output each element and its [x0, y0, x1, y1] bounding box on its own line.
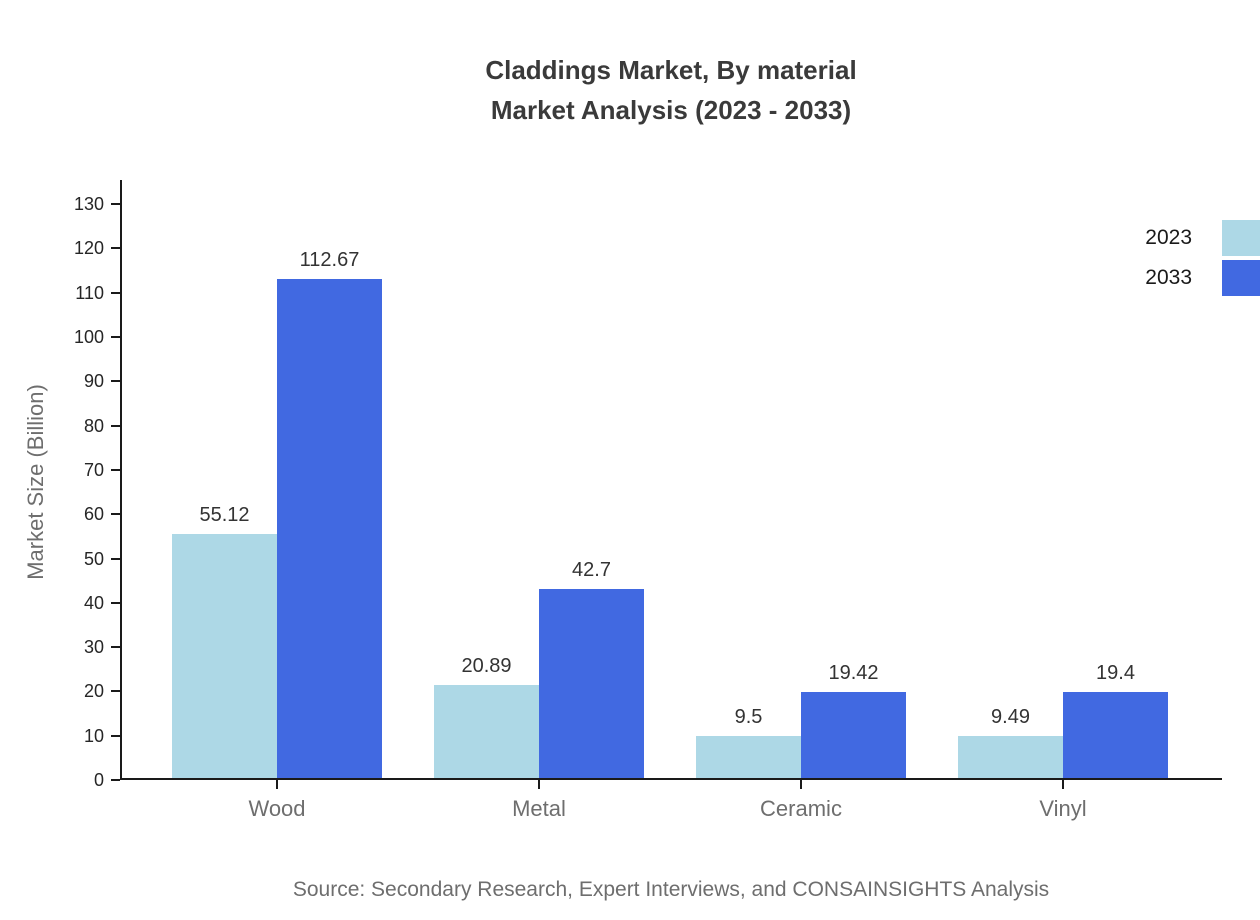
y-tick-label: 80	[83, 415, 104, 436]
bar-value-label: 19.42	[828, 662, 879, 684]
x-axis-category-label: Ceramic	[760, 796, 842, 821]
legend-swatch	[1222, 220, 1260, 256]
y-tick-label: 120	[73, 238, 104, 259]
y-axis-line	[120, 180, 122, 780]
y-tick-mark	[111, 203, 120, 206]
y-tick-label: 100	[73, 327, 104, 347]
bar-value-label: 42.7	[572, 559, 611, 581]
y-tick-label: 90	[83, 371, 104, 392]
chart-title: Claddings Market, By material Market Ana…	[120, 50, 1222, 130]
y-tick-mark	[111, 557, 120, 560]
plot-area: 0 10 20 30 40 50 60 70 80 90 100 110 120 130 Wood 55.12…	[74, 180, 1222, 821]
y-tick-mark	[111, 380, 120, 383]
y-tick-label: 50	[83, 548, 104, 569]
x-axis-category-label: Wood	[248, 796, 306, 821]
y-tick-mark	[111, 247, 120, 250]
bar-ceramic-2033	[801, 692, 906, 778]
x-tick-mark	[276, 780, 278, 789]
y-tick-label: 40	[83, 592, 104, 613]
x-axis-category-label: Metal	[512, 796, 566, 821]
legend: 2023 2033	[1145, 218, 1260, 298]
bar-metal-2033	[539, 589, 644, 778]
legend-label: 2023	[1145, 226, 1192, 249]
legend-item-2033: 2033	[1145, 258, 1260, 298]
y-tick-mark	[111, 291, 120, 294]
x-axis-category-label: Vinyl	[1039, 796, 1087, 821]
bar-value-label: 9.49	[991, 706, 1030, 728]
legend-label: 2033	[1145, 266, 1192, 289]
bar-ceramic-2023	[696, 736, 801, 778]
bar-value-label: 112.67	[299, 249, 360, 271]
y-tick-mark	[111, 779, 120, 781]
y-tick-label: 0	[93, 770, 104, 790]
y-tick-mark	[111, 601, 120, 604]
x-tick-mark	[1062, 780, 1064, 789]
y-tick-label: 70	[83, 459, 104, 480]
x-tick-mark	[800, 780, 802, 789]
y-tick-label: 110	[75, 282, 104, 303]
bar-vinyl-2033	[1063, 692, 1168, 778]
x-tick-mark	[538, 780, 540, 789]
source-note: Source: Secondary Research, Expert Inter…	[292, 878, 1050, 901]
bar-value-label: 19.4	[1096, 662, 1135, 684]
bar-value-label: 55.12	[199, 504, 250, 526]
y-tick-label: 20	[83, 681, 104, 702]
y-tick-mark	[111, 336, 120, 338]
bar-metal-2023	[434, 685, 539, 778]
y-tick-mark	[111, 690, 120, 693]
legend-item-2023: 2023	[1145, 218, 1260, 258]
y-tick-mark	[111, 513, 120, 516]
bar-vinyl-2023	[958, 736, 1063, 778]
y-tick-label: 130	[73, 194, 104, 215]
y-tick-mark	[111, 646, 120, 649]
bar-wood-2023	[172, 534, 277, 778]
x-axis-line	[120, 778, 1222, 780]
y-tick-label: 10	[83, 725, 104, 746]
y-tick-mark	[111, 468, 120, 471]
bar-wood-2033	[277, 279, 382, 778]
chart-title-line1: Claddings Market, By material	[485, 55, 857, 85]
bar-value-label: 9.5	[734, 706, 763, 728]
y-tick-mark	[111, 424, 120, 427]
bar-value-label: 20.89	[461, 655, 512, 677]
legend-swatch	[1222, 260, 1260, 296]
chart-title-line2: Market Analysis (2023 - 2033)	[490, 95, 852, 125]
y-tick-label: 30	[83, 637, 104, 658]
y-tick-label: 60	[83, 504, 104, 525]
y-axis-title: Market Size (Billion)	[23, 384, 48, 580]
y-tick-mark	[111, 734, 120, 737]
